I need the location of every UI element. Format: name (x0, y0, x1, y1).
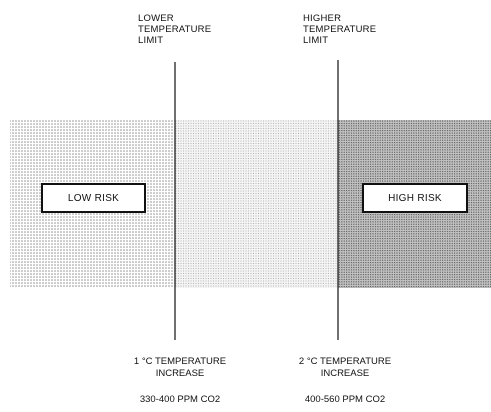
higher-ppm-label: 400-560 PPM CO2 (304, 394, 386, 405)
transition-zone (175, 120, 338, 288)
higher-temperature-limit-label: HIGHER TEMPERATURE LIMIT (303, 13, 377, 46)
low-risk-box: LOW RISK (41, 183, 146, 213)
higher-increase-label: 2 °C TEMPERATURE INCREASE (298, 356, 392, 379)
lower-ppm-label: 330-400 PPM CO2 (139, 394, 221, 405)
high-risk-box: HIGH RISK (362, 183, 468, 213)
high-risk-label: HIGH RISK (388, 192, 442, 204)
lower-increase-label: 1 °C TEMPERATURE INCREASE (133, 356, 227, 379)
low-risk-label: LOW RISK (67, 192, 120, 204)
lower-temperature-limit-label: LOWER TEMPERATURE LIMIT (138, 13, 212, 46)
